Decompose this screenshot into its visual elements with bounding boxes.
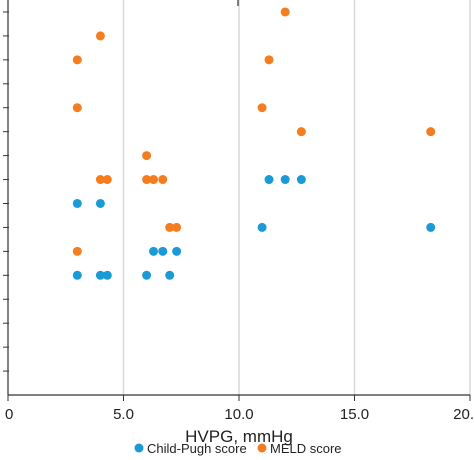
child-pugh-score-point — [280, 175, 290, 185]
x-tick-label: 5.0 — [113, 406, 134, 423]
meld-score-point — [165, 222, 175, 232]
meld-score-point — [158, 175, 168, 185]
legend-label-meld-score: MELD score — [270, 441, 342, 456]
child-pugh-score-point — [257, 222, 267, 232]
meld-score-point — [95, 175, 105, 185]
grid-lines — [122, 0, 471, 395]
child-pugh-score-point — [158, 246, 168, 256]
meld-score-point — [142, 151, 152, 161]
legend-label-child-pugh-score: Child-Pugh score — [147, 441, 247, 456]
child-pugh-score-point — [95, 270, 105, 280]
child-pugh-score-point — [172, 246, 182, 256]
child-pugh-score-point — [142, 270, 152, 280]
meld-score-point — [142, 175, 152, 185]
meld-score-point — [72, 246, 82, 256]
legend-marker-child-pugh-score — [134, 443, 144, 453]
x-axis-title: HVPG, mmHg — [185, 427, 293, 446]
meld-score-point — [72, 103, 82, 113]
x-tick-labels: 0 5.0 10.0 15.0 20. — [5, 406, 474, 423]
child-pugh-score-point — [102, 270, 112, 280]
child-pugh-score-point — [72, 270, 82, 280]
x-tick-label: 0 — [5, 406, 13, 423]
child-pugh-score-point — [95, 198, 105, 208]
meld-score-point — [172, 222, 182, 232]
x-tick-label: 15.0 — [340, 406, 369, 423]
child-pugh-score-point — [165, 270, 175, 280]
meld-score-point — [264, 55, 274, 65]
legend-marker-meld-score — [257, 443, 267, 453]
child-pugh-score-point — [426, 222, 436, 232]
meld-score-point — [257, 103, 267, 113]
meld-score-point — [102, 175, 112, 185]
meld-score-point — [95, 31, 105, 41]
child-pugh-score-point — [149, 246, 159, 256]
axes — [3, 0, 471, 401]
meld-score-point — [72, 55, 82, 65]
child-pugh-score-point — [296, 175, 306, 185]
x-tick-label: 10.0 — [224, 406, 253, 423]
child-pugh-score-point — [264, 175, 274, 185]
legend: Child-Pugh score MELD score — [134, 441, 342, 456]
child-pugh-score-point — [72, 198, 82, 208]
meld-score-point — [280, 7, 290, 17]
meld-score-point — [149, 175, 159, 185]
meld-score-point — [296, 127, 306, 137]
meld-score-point — [426, 127, 436, 137]
data-points — [72, 7, 436, 280]
x-tick-label: 20. — [453, 406, 474, 423]
